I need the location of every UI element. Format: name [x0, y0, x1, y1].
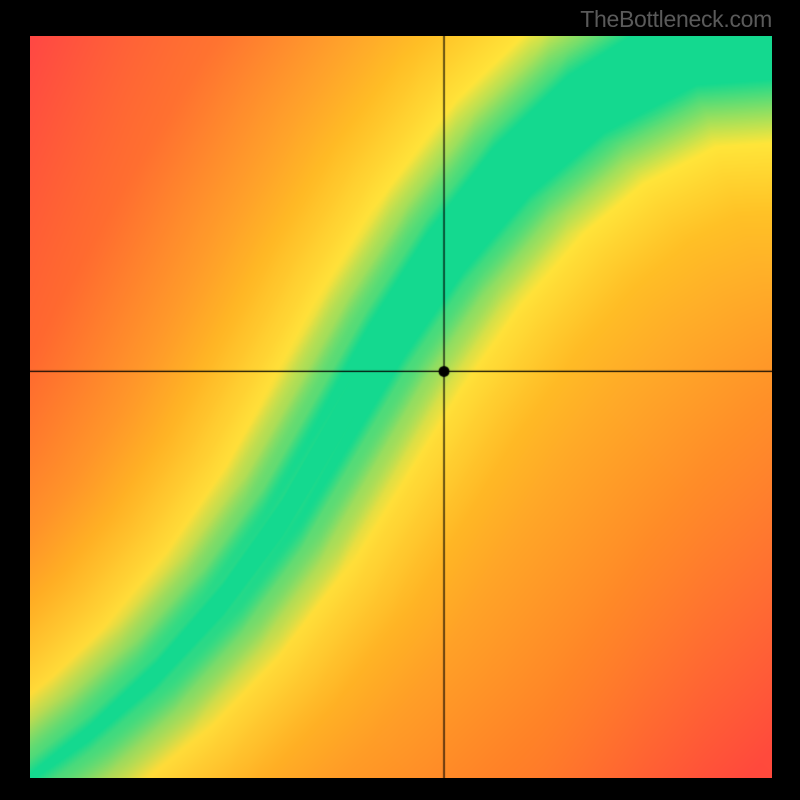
watermark-text: TheBottleneck.com	[580, 6, 772, 33]
heatmap-plot	[30, 36, 772, 778]
chart-container: TheBottleneck.com	[0, 0, 800, 800]
